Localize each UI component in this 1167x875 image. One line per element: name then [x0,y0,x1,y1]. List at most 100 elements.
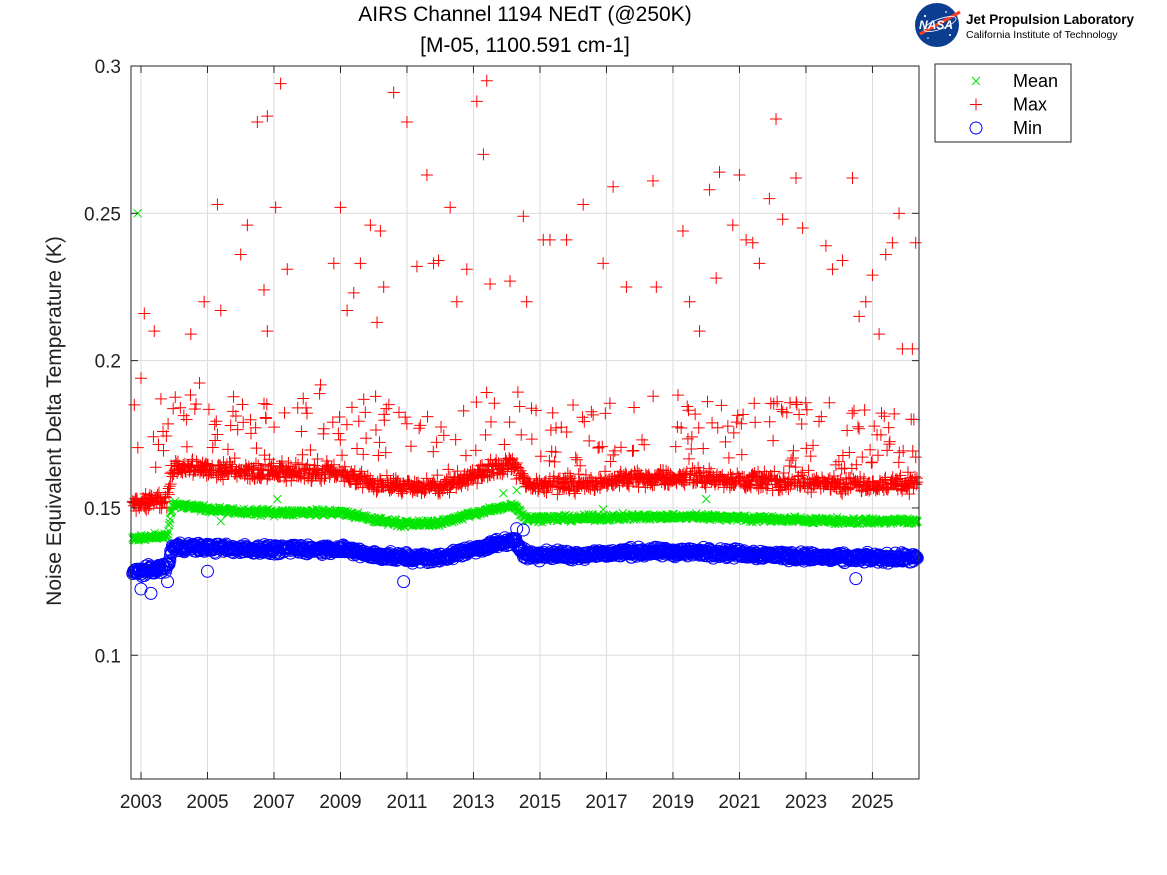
data-point-max [140,503,153,516]
data-point-max [669,440,682,453]
data-point-max [333,411,346,424]
data-point-max [260,412,273,425]
outlier-point-max [148,325,161,338]
data-point-max [260,398,273,411]
outlier-point-max [480,74,493,87]
outlier-point-max [257,283,270,296]
data-point-max [511,386,524,399]
x-tick-label: 2023 [785,792,827,813]
legend-label-min: Min [1013,118,1042,138]
data-point-max [790,396,803,409]
data-point-max [846,407,859,420]
data-point-max [490,454,503,467]
data-point-max [304,444,317,457]
outlier-point-max [683,295,696,308]
data-point-max [184,388,197,401]
outlier-point-max [281,263,294,276]
data-point-max [488,397,501,410]
outlier-point-max [371,316,384,329]
data-point-max [636,433,649,446]
outlier-point-max [520,295,533,308]
outlier-point-max [327,257,340,270]
data-point-max [147,430,160,443]
data-point-max [578,415,591,428]
data-point-max [430,436,443,449]
data-point-max [174,401,187,414]
data-point-max [484,415,497,428]
outlier-point-max [387,86,400,99]
outlier-point-max [796,222,809,235]
data-point-max [882,421,895,434]
data-point-max [783,459,796,472]
data-point-max [685,442,698,455]
data-point-max [689,408,702,421]
data-point-max [549,446,562,459]
data-point-max [509,458,522,471]
data-point-max [881,444,894,457]
data-point-max [569,487,582,500]
outlier-point-max [746,236,759,249]
data-point-max [865,456,878,469]
outlier-point-max [138,307,151,320]
data-point-max [296,448,309,461]
data-point-max [909,451,922,464]
data-point-max [883,435,896,448]
outlier-point-max [410,260,423,273]
data-point-max [167,402,180,415]
data-point-max [295,471,308,484]
data-point-max [744,481,757,494]
data-point-max [449,433,462,446]
data-point-max [228,452,241,465]
data-point-max [334,433,347,446]
y-tick-label: 0.15 [84,499,121,520]
data-point-max [288,468,301,481]
data-point-max [440,473,453,486]
outlier-point-max [377,280,390,293]
data-point-max [866,456,879,469]
data-point-max [657,464,670,477]
data-point-max [711,421,724,434]
data-point-max [442,463,455,476]
data-point-max [217,473,230,486]
data-point-max [639,481,652,494]
data-point-max [799,396,812,409]
data-point-max [892,456,905,469]
data-point-max [314,378,327,391]
data-point-max [853,422,866,435]
data-point-max [348,465,361,478]
data-point-max [379,446,392,459]
data-point-max [564,469,577,482]
outlier-point-mean [499,488,508,498]
data-point-max [157,444,170,457]
data-point-max [604,455,617,468]
outlier-point-max [620,280,633,293]
outlier-point-max [460,263,473,276]
outlier-point-mean [216,516,226,526]
x-tick-label: 2007 [253,792,295,813]
data-point-max [906,444,919,457]
data-point-max [275,455,288,468]
data-point-max [292,470,305,483]
outlier-point-max [577,198,590,211]
data-point-max [744,478,757,491]
data-point-max [163,480,176,493]
data-point-max [341,471,354,484]
data-point-max [553,483,566,496]
data-point-max [823,396,836,409]
data-point-max [250,442,263,455]
data-point-max [731,409,744,422]
outlier-point-max [776,213,789,226]
data-point-max [330,470,343,483]
outlier-point-max [214,304,227,317]
data-point-max [878,410,891,423]
data-point-max [603,397,616,410]
outlier-point-max [274,77,287,90]
data-point-max [852,420,864,433]
data-point-max [763,415,776,428]
data-point-max [883,438,896,451]
data-point-max [268,421,281,434]
data-point-max [470,396,483,409]
data-point-max [224,419,237,432]
data-point-max [227,405,240,418]
data-point-max [297,392,310,405]
